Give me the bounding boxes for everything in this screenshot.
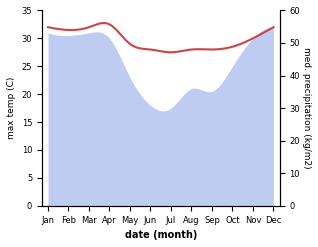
Y-axis label: med. precipitation (kg/m2): med. precipitation (kg/m2) xyxy=(302,47,311,169)
X-axis label: date (month): date (month) xyxy=(125,230,197,240)
Y-axis label: max temp (C): max temp (C) xyxy=(7,77,16,139)
